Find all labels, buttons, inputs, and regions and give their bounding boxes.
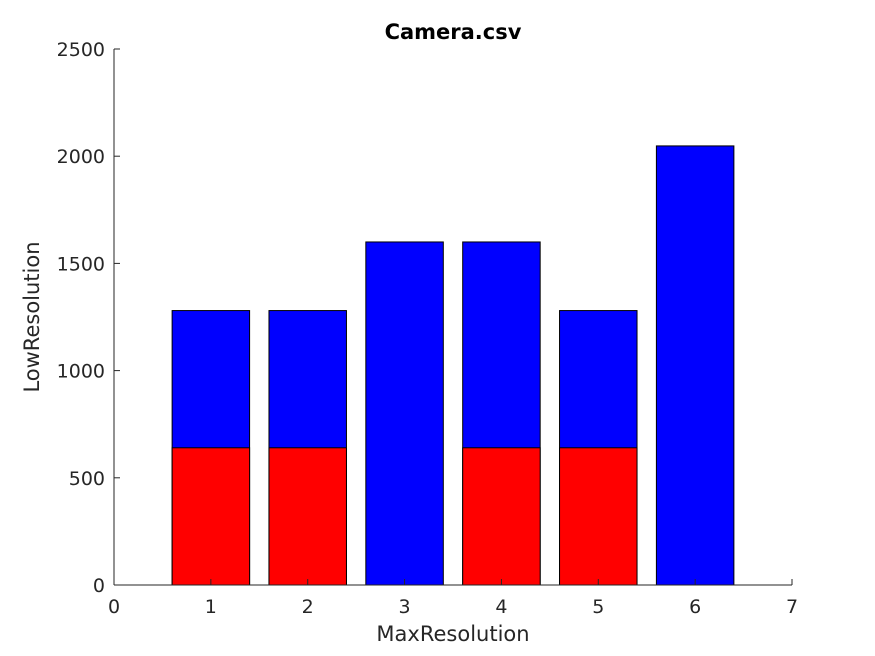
x-tick-label: 6	[689, 596, 701, 618]
x-axis-label: MaxResolution	[376, 622, 529, 646]
x-tick-label: 0	[108, 596, 120, 618]
y-tick-label: 2500	[57, 39, 105, 61]
bar-series-2-x-4	[462, 447, 541, 586]
y-tick-label: 1500	[57, 253, 105, 275]
bar-series-1-x-3	[365, 241, 444, 586]
x-tick-label: 7	[786, 596, 798, 618]
y-tick-label: 0	[93, 575, 105, 597]
x-tick-label: 3	[399, 596, 411, 618]
x-tick-label: 2	[302, 596, 314, 618]
bar-series-2-x-2	[268, 447, 347, 586]
x-ticks-group: 0 1 2 3 4 5 6 7	[108, 579, 798, 618]
bars-group	[171, 145, 735, 586]
y-axis-label: LowResolution	[20, 241, 44, 392]
x-tick-label: 4	[495, 596, 507, 618]
bar-series-2-x-5	[559, 447, 638, 586]
x-tick-label: 1	[205, 596, 217, 618]
y-tick-label: 2000	[57, 146, 105, 168]
y-tick-label: 500	[69, 468, 105, 490]
y-tick-label: 1000	[57, 361, 105, 383]
axes-group	[113, 49, 792, 586]
y-ticks-group: 0 500 1000 1500 2000 2500	[57, 39, 120, 597]
x-tick-label: 5	[592, 596, 604, 618]
chart-title: Camera.csv	[385, 20, 522, 44]
bar-series-2-x-1	[171, 447, 251, 586]
bar-series-1-x-6	[655, 145, 735, 586]
